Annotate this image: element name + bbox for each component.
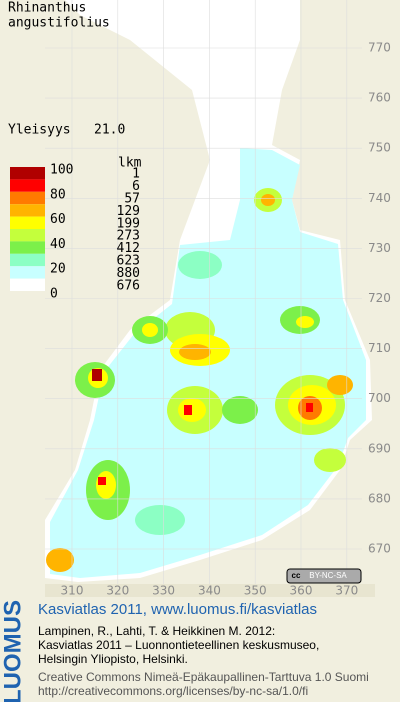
legend-swatch <box>10 204 45 217</box>
legend-swatch <box>10 241 45 254</box>
x-tick-label: 320 <box>106 584 129 598</box>
map <box>45 0 372 584</box>
y-tick-label: 700 <box>368 391 391 405</box>
legend-scale-label: 20 <box>50 262 66 277</box>
license-badge-text: BY-NC-SA <box>309 571 347 580</box>
legend-scale-label: 100 <box>50 163 73 178</box>
legend-count: 129 <box>117 204 140 219</box>
y-tick-label: 760 <box>368 91 391 105</box>
license-badge: cc BY-NC-SA <box>286 568 362 584</box>
y-tick-label: 750 <box>368 141 391 155</box>
x-tick-label: 370 <box>335 584 358 598</box>
legend-swatch <box>10 278 45 291</box>
y-tick-label: 680 <box>368 491 391 505</box>
x-tick-label: 360 <box>290 584 313 598</box>
legend-count: 623 <box>117 254 140 269</box>
x-tick-label: 350 <box>244 584 267 598</box>
citation: Kasviatlas 2011 – Luonnontieteellinen ke… <box>38 638 319 652</box>
legend-count: 676 <box>117 278 140 293</box>
legend-swatch <box>10 167 45 180</box>
legend-count: 273 <box>117 229 140 244</box>
frequency-label: Yleisyys <box>8 123 71 138</box>
x-tick-label: 310 <box>61 584 84 598</box>
y-tick-label: 710 <box>368 341 391 355</box>
license-url: http://creativecommons.org/licenses/by-n… <box>38 684 308 698</box>
x-axis-band <box>45 584 375 597</box>
license: Creative Commons Nimeä-Epäkaupallinen-Ta… <box>38 670 369 684</box>
citation: Lampinen, R., Lahti, T. & Heikkinen M. 2… <box>38 624 275 638</box>
y-tick-label: 730 <box>368 241 391 255</box>
citation: Helsingin Yliopisto, Helsinki. <box>38 652 188 666</box>
occurrence-patches <box>46 188 353 572</box>
legend-swatch <box>10 179 45 192</box>
legend-scale-label: 60 <box>50 212 66 227</box>
svg-text:cc: cc <box>292 571 301 580</box>
legend-count: 6 <box>132 179 140 194</box>
y-tick-label: 770 <box>368 41 391 55</box>
y-tick-label: 720 <box>368 291 391 305</box>
legend-swatch <box>10 266 45 279</box>
legend-count: 412 <box>117 241 140 256</box>
footer-title: Kasviatlas 2011, www.luomus.fi/kasviatla… <box>38 601 317 618</box>
legend-count: 57 <box>124 192 140 207</box>
legend-swatch <box>10 229 45 242</box>
legend-scale-label: 40 <box>50 237 66 252</box>
legend-scale-label: 80 <box>50 187 66 202</box>
x-tick-label: 330 <box>152 584 175 598</box>
legend-swatch <box>10 253 45 267</box>
x-tick-label: 340 <box>198 584 221 598</box>
y-tick-label: 690 <box>368 441 391 455</box>
y-tick-label: 670 <box>368 542 391 556</box>
species-name: angustifolius <box>8 16 110 31</box>
legend-swatch <box>10 191 45 205</box>
legend-scale-label: 0 <box>50 287 58 302</box>
logo: LUOMUS <box>0 600 26 702</box>
legend-count: 1 <box>132 167 140 182</box>
legend-count: 199 <box>117 216 140 231</box>
count-header: lkm <box>118 156 142 171</box>
frequency-value: 21.0 <box>94 123 125 138</box>
y-tick-label: 740 <box>368 191 391 205</box>
species-name: Rhinanthus <box>8 1 86 16</box>
legend-swatch <box>10 216 45 229</box>
legend-count: 880 <box>117 266 140 281</box>
